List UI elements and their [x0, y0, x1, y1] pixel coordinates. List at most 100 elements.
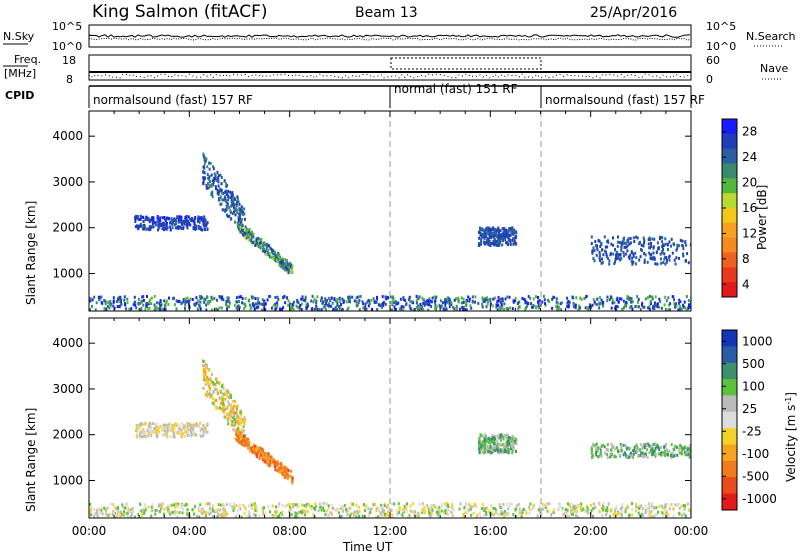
data-cell: [236, 509, 239, 513]
data-cell: [626, 505, 629, 509]
data-cell: [184, 424, 186, 428]
data-cell: [505, 450, 508, 454]
data-cell: [405, 509, 408, 513]
data-cell: [316, 307, 319, 311]
data-cell: [503, 302, 506, 306]
colorbar-swatch: [722, 252, 737, 268]
data-cell: [502, 232, 505, 236]
data-cell: [525, 306, 527, 310]
data-cell: [370, 299, 373, 302]
data-cell: [310, 299, 313, 303]
data-cell: [247, 445, 250, 449]
data-cell: [671, 451, 674, 455]
data-cell: [328, 304, 330, 308]
data-cell: [158, 308, 161, 311]
data-cell: [329, 299, 332, 303]
data-cell: [148, 429, 151, 433]
data-cell: [370, 507, 373, 511]
data-cell: [528, 507, 531, 511]
data-cell: [140, 435, 143, 439]
data-cell: [481, 502, 484, 506]
data-cell: [122, 513, 125, 517]
data-cell: [205, 224, 208, 228]
data-cell: [613, 509, 616, 513]
data-cell: [118, 296, 121, 300]
data-cell: [445, 307, 448, 311]
data-cell: [462, 301, 465, 304]
data-cell: [130, 512, 133, 516]
data-cell: [279, 264, 282, 268]
data-cell: [650, 511, 653, 515]
data-cell: [210, 506, 213, 510]
data-cell: [662, 247, 665, 251]
data-cell: [241, 213, 244, 216]
data-cell: [153, 427, 156, 431]
data-cell: [462, 297, 465, 301]
data-cell: [643, 455, 646, 459]
data-cell: [387, 514, 390, 518]
data-cell: [504, 229, 507, 232]
data-cell: [444, 511, 447, 515]
data-cell: [291, 264, 294, 268]
data-cell: [483, 451, 486, 455]
data-cell: [653, 237, 656, 241]
data-cell: [393, 305, 396, 309]
data-cell: [91, 304, 93, 308]
data-cell: [174, 505, 177, 509]
data-cell: [274, 468, 277, 472]
data-cell: [514, 296, 517, 300]
data-cell: [591, 456, 593, 459]
data-cell: [579, 296, 582, 300]
data-cell: [553, 296, 556, 299]
data-cell: [574, 513, 577, 517]
data-cell: [239, 440, 242, 444]
data-cell: [602, 443, 605, 447]
data-cell: [504, 448, 506, 452]
data-cell: [491, 439, 494, 443]
power-ylabel: Slant Range [km]: [24, 201, 38, 305]
data-cell: [518, 300, 521, 304]
data-cell: [225, 204, 228, 208]
data-cell: [440, 502, 443, 506]
data-cell: [222, 298, 225, 302]
data-cell: [672, 508, 675, 511]
data-cell: [271, 515, 274, 518]
data-cell: [208, 180, 211, 184]
data-cell: [199, 421, 201, 425]
data-cell: [626, 244, 629, 248]
data-cell: [135, 214, 137, 218]
data-cell: [463, 505, 466, 509]
data-cell: [136, 224, 138, 228]
data-cell: [616, 446, 618, 450]
data-cell: [330, 296, 333, 300]
data-cell: [215, 406, 218, 410]
data-cell: [489, 447, 492, 451]
data-cell: [301, 503, 303, 507]
data-cell: [225, 182, 228, 186]
data-cell: [135, 423, 138, 427]
data-cell: [309, 504, 312, 508]
data-cell: [143, 422, 146, 426]
data-cell: [665, 260, 668, 264]
data-cell: [446, 512, 449, 516]
data-cell: [325, 302, 328, 306]
data-cell: [484, 241, 487, 245]
data-cell: [322, 305, 325, 309]
data-cell: [667, 453, 669, 456]
data-cell: [481, 305, 484, 309]
data-cell: [546, 502, 549, 506]
data-cell: [478, 443, 481, 447]
data-cell: [116, 513, 119, 517]
data-cell: [147, 426, 149, 430]
data-cell: [411, 502, 414, 506]
freq-right-tick-bottom: 0: [706, 73, 713, 86]
data-cell: [125, 307, 128, 311]
data-cell: [205, 502, 208, 506]
data-cell: [135, 433, 138, 437]
data-cell: [650, 504, 653, 508]
data-cell: [322, 501, 325, 505]
data-cell: [352, 511, 355, 515]
data-cell: [485, 227, 488, 231]
data-cell: [633, 448, 636, 452]
data-cell: [418, 308, 421, 311]
